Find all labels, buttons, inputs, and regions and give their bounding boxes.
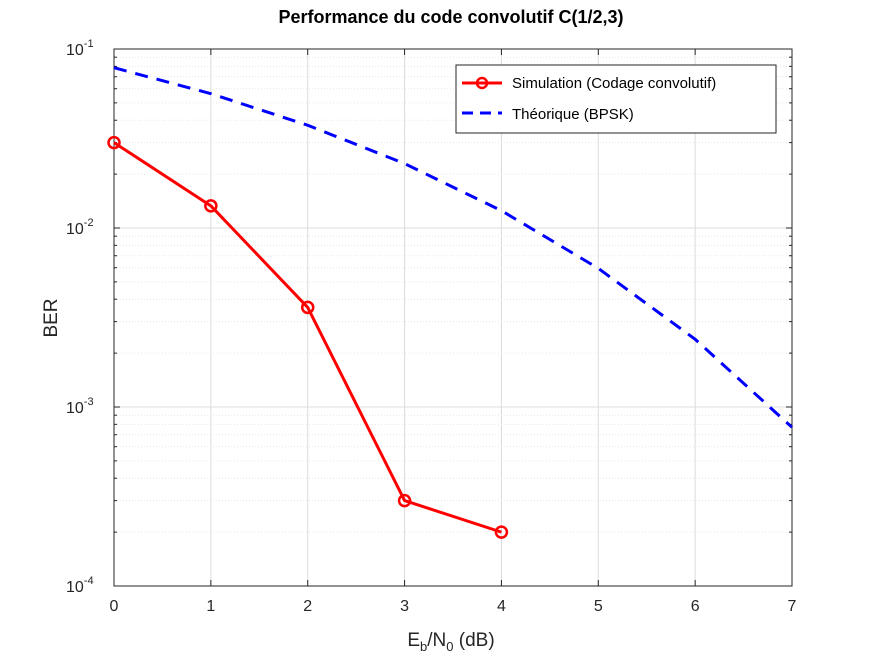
data-point-0 — [204, 199, 218, 213]
legend-marker-simulation — [475, 76, 489, 90]
grid — [114, 49, 792, 586]
x-tick-label: 0 — [110, 598, 119, 615]
legend-box — [455, 64, 777, 134]
x-tick-label: 3 — [400, 598, 409, 615]
data-point-0 — [494, 525, 509, 539]
series-line-0 — [113, 141, 502, 534]
series-group — [107, 66, 794, 539]
y-tick-label: 10-4 — [66, 575, 94, 596]
x-tick-label: 1 — [206, 598, 215, 615]
data-point-0 — [107, 135, 121, 150]
data-point-0 — [300, 300, 315, 315]
x-tick-label: 7 — [788, 598, 797, 615]
y-tick-label: 10-3 — [66, 396, 94, 417]
x-tick-label: 6 — [691, 598, 700, 615]
y-axis-label: BER — [41, 298, 62, 337]
x-axis-label: Eb/N0 (dB) — [407, 630, 494, 654]
x-tick-label: 4 — [497, 598, 506, 615]
legend: Simulation (Codage convolutif) Théorique… — [455, 64, 777, 134]
data-point-0 — [397, 493, 412, 508]
y-tick-label: 10-2 — [66, 217, 94, 238]
legend-label-theorique: Théorique (BPSK) — [512, 106, 634, 123]
series-line-1 — [113, 66, 794, 429]
axes-box — [113, 48, 793, 587]
chart-title: Performance du code convolutif C(1/2,3) — [278, 7, 623, 27]
x-tick-label: 2 — [303, 598, 312, 615]
x-tick-label: 5 — [594, 598, 603, 615]
legend-label-simulation: Simulation (Codage convolutif) — [512, 75, 716, 92]
axis-ticks: 0 1 2 3 4 5 6 7 10-1 10-2 10-3 10-4 — [66, 38, 797, 615]
y-tick-label: 10-1 — [66, 38, 94, 59]
